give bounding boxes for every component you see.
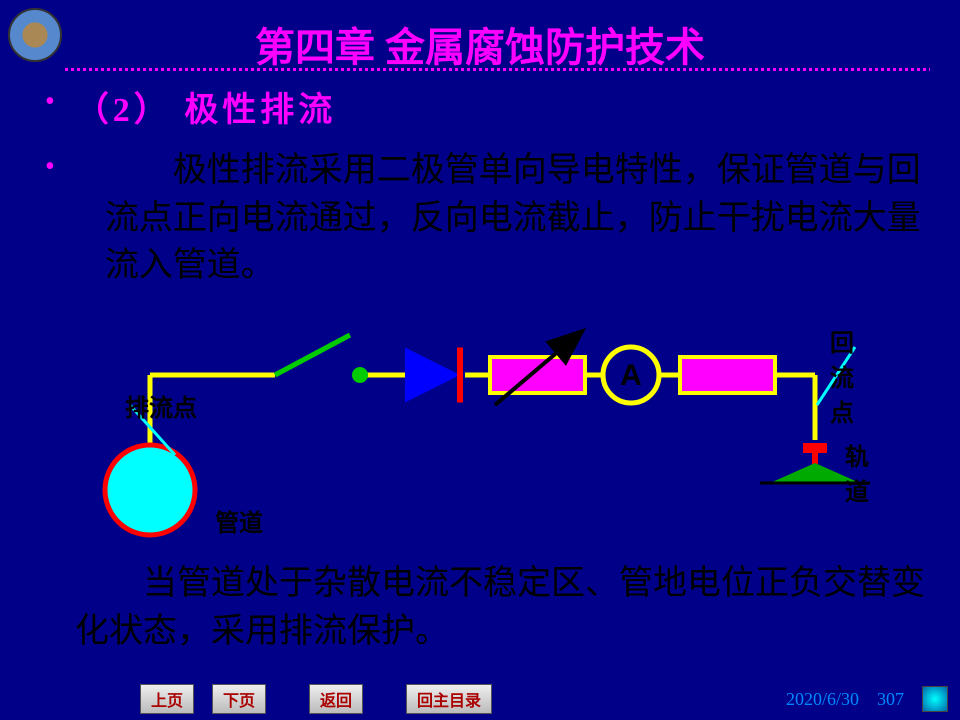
title-divider	[65, 68, 930, 71]
content-area: • （2） 极性排流 • 极性排流采用二极管单向导电特性，保证管道与回流点正向电…	[45, 82, 930, 290]
footer-date: 2020/6/30	[786, 689, 859, 710]
label-track: 轨道	[845, 437, 875, 507]
footer-icon	[922, 686, 948, 712]
label-backflow: 回流点	[830, 323, 875, 428]
circuit-diagram: A 回流点 排流点 轨道 管道	[95, 315, 875, 545]
footer-right: 2020/6/30 307	[786, 686, 948, 712]
label-pipe: 管道	[215, 503, 263, 538]
footer-page: 307	[877, 689, 904, 710]
label-drain: 排流点	[125, 388, 197, 423]
subheading: （2） 极性排流	[75, 82, 337, 131]
bottom-text-area: 当管道处于杂散电流不稳定区、管地电位正负交替变化状态，采用排流保护。	[45, 560, 930, 655]
next-button[interactable]: 下页	[212, 684, 266, 714]
slide-title: 第四章 金属腐蚀防护技术	[0, 15, 960, 73]
bullet-icon: •	[45, 151, 55, 183]
svg-text:A: A	[620, 359, 642, 392]
paragraph-1: 极性排流采用二极管单向导电特性，保证管道与回流点正向电流通过，反向电流截止，防止…	[105, 147, 930, 290]
subheading-text: 极性排流	[172, 92, 337, 129]
back-button[interactable]: 返回	[309, 684, 363, 714]
paragraph-2: 当管道处于杂散电流不稳定区、管地电位正负交替变化状态，采用排流保护。	[75, 560, 930, 655]
bullet-icon: •	[45, 86, 55, 118]
prev-button[interactable]: 上页	[140, 684, 194, 714]
subheading-number: （2）	[75, 92, 172, 129]
home-button[interactable]: 回主目录	[406, 684, 492, 714]
nav-bar: 上页 下页 返回 回主目录	[140, 684, 492, 714]
